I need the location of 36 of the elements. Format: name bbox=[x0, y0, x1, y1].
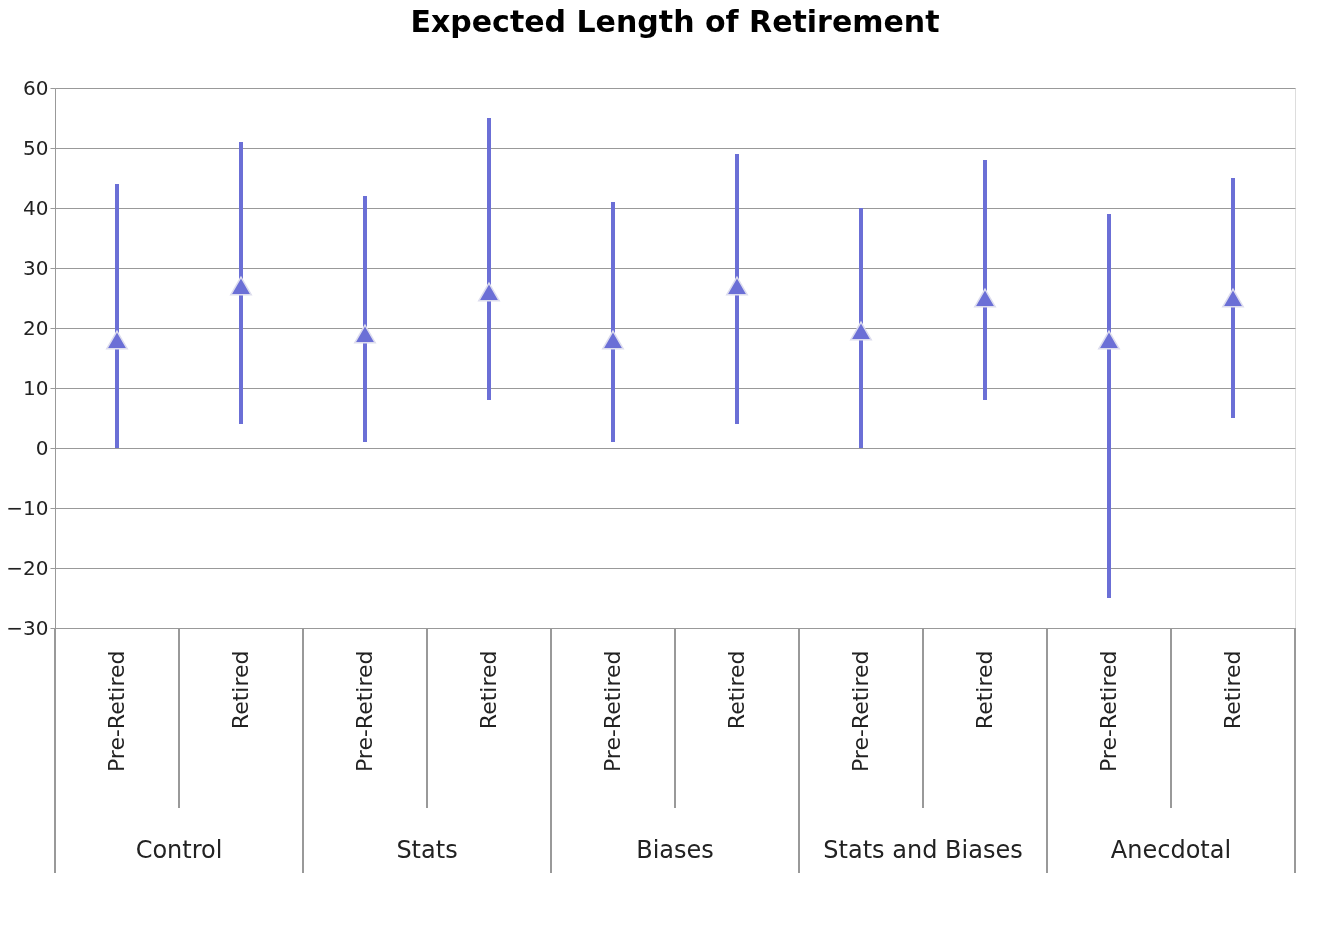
text: Control bbox=[135, 836, 223, 864]
point bbox=[478, 282, 500, 302]
text: Anecdotal bbox=[1110, 836, 1232, 864]
y-tick-label: 40 bbox=[23, 195, 49, 220]
text: Biases bbox=[636, 836, 714, 864]
y-tick-label: 50 bbox=[23, 135, 49, 160]
x-tick-label: Pre-Retired bbox=[600, 650, 625, 773]
point bbox=[1222, 288, 1244, 308]
x-tick-label: Pre-Retired bbox=[352, 650, 377, 773]
point bbox=[354, 324, 376, 344]
point bbox=[726, 276, 748, 296]
x-tick-label: Retired bbox=[476, 650, 501, 730]
x-tick-label: Pre-Retired bbox=[848, 650, 873, 773]
x-tick-label: Retired bbox=[972, 650, 997, 730]
y-tick-label: −10 bbox=[6, 495, 49, 520]
point bbox=[850, 321, 872, 341]
x-tick-label: Pre-Retired bbox=[104, 650, 129, 773]
y-tick-label: −30 bbox=[6, 615, 49, 640]
x-tick-label: Retired bbox=[228, 650, 253, 730]
x-tick-label: Retired bbox=[724, 650, 749, 730]
point bbox=[1098, 330, 1120, 350]
y-tick-label: 10 bbox=[23, 375, 49, 400]
point bbox=[602, 330, 624, 350]
y-tick-label: 30 bbox=[23, 255, 49, 280]
x-tick-label: Retired bbox=[1220, 650, 1245, 730]
chart-title: Expected Length of Retirement bbox=[410, 4, 940, 39]
point bbox=[106, 330, 128, 350]
y-tick-label: 0 bbox=[35, 435, 49, 460]
y-tick-label: 60 bbox=[23, 75, 49, 100]
text: Stats and Biases bbox=[823, 836, 1023, 864]
text: Stats bbox=[396, 836, 458, 864]
point bbox=[230, 276, 252, 296]
x-tick-label: Pre-Retired bbox=[1096, 650, 1121, 773]
y-tick-label: −20 bbox=[6, 555, 49, 580]
y-tick-label: 20 bbox=[23, 315, 49, 340]
point bbox=[974, 288, 996, 308]
